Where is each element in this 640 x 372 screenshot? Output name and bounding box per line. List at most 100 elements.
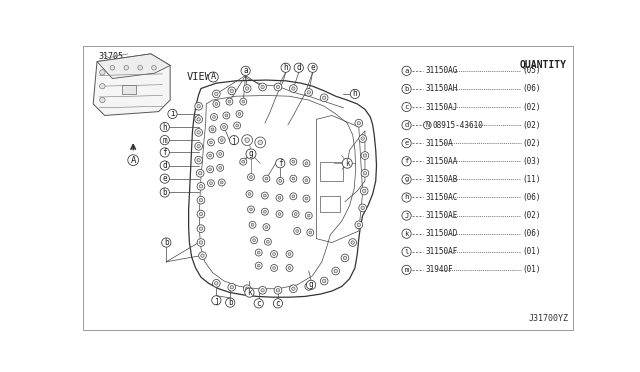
Circle shape bbox=[242, 160, 244, 163]
Circle shape bbox=[402, 265, 411, 275]
Circle shape bbox=[100, 97, 105, 103]
Circle shape bbox=[100, 84, 105, 89]
Circle shape bbox=[261, 208, 268, 215]
Text: f: f bbox=[163, 148, 167, 157]
Text: c: c bbox=[404, 104, 409, 110]
Circle shape bbox=[212, 90, 220, 98]
Text: J: J bbox=[404, 212, 409, 219]
Polygon shape bbox=[93, 54, 170, 115]
Text: N: N bbox=[426, 122, 429, 128]
Circle shape bbox=[257, 251, 260, 254]
Circle shape bbox=[332, 267, 340, 275]
Circle shape bbox=[160, 135, 170, 145]
Circle shape bbox=[197, 131, 200, 134]
Circle shape bbox=[294, 63, 303, 73]
Text: 31705: 31705 bbox=[99, 52, 124, 61]
Circle shape bbox=[160, 148, 170, 157]
Text: 31940F: 31940F bbox=[426, 265, 454, 275]
Circle shape bbox=[274, 286, 282, 294]
Circle shape bbox=[248, 193, 251, 195]
Circle shape bbox=[209, 141, 212, 144]
Circle shape bbox=[201, 254, 204, 257]
Circle shape bbox=[294, 228, 301, 234]
Circle shape bbox=[218, 137, 225, 144]
Circle shape bbox=[248, 206, 255, 213]
Circle shape bbox=[207, 180, 214, 187]
Text: h: h bbox=[353, 89, 357, 99]
Circle shape bbox=[242, 100, 244, 103]
Text: j: j bbox=[232, 136, 236, 145]
Circle shape bbox=[218, 179, 225, 186]
Circle shape bbox=[246, 190, 253, 198]
Circle shape bbox=[292, 195, 295, 198]
Circle shape bbox=[273, 299, 283, 308]
Circle shape bbox=[402, 247, 411, 256]
Circle shape bbox=[160, 188, 170, 197]
Circle shape bbox=[225, 298, 235, 307]
Circle shape bbox=[197, 225, 205, 232]
Polygon shape bbox=[189, 80, 376, 297]
Circle shape bbox=[211, 113, 218, 121]
Circle shape bbox=[286, 264, 293, 272]
Circle shape bbox=[197, 196, 205, 204]
Circle shape bbox=[245, 138, 250, 142]
Text: k: k bbox=[345, 159, 349, 168]
Circle shape bbox=[138, 65, 143, 70]
Text: b: b bbox=[163, 188, 167, 197]
Circle shape bbox=[357, 122, 360, 125]
Circle shape bbox=[251, 224, 254, 226]
Text: 31150AC: 31150AC bbox=[426, 193, 458, 202]
Text: (02): (02) bbox=[523, 211, 541, 220]
Circle shape bbox=[110, 65, 115, 70]
Circle shape bbox=[273, 253, 275, 256]
Circle shape bbox=[288, 253, 291, 256]
Circle shape bbox=[281, 63, 291, 73]
Circle shape bbox=[276, 85, 280, 89]
Text: e: e bbox=[163, 174, 167, 183]
Circle shape bbox=[402, 84, 411, 93]
Circle shape bbox=[343, 256, 347, 260]
Text: m: m bbox=[163, 136, 167, 145]
Circle shape bbox=[220, 139, 223, 141]
Text: A: A bbox=[131, 155, 136, 165]
Circle shape bbox=[168, 109, 177, 119]
Circle shape bbox=[199, 185, 203, 188]
Text: (01): (01) bbox=[523, 265, 541, 275]
Circle shape bbox=[195, 115, 202, 123]
Circle shape bbox=[264, 210, 266, 213]
Circle shape bbox=[246, 149, 256, 159]
Circle shape bbox=[250, 208, 252, 211]
Circle shape bbox=[305, 283, 312, 290]
Text: (01): (01) bbox=[523, 247, 541, 256]
Bar bbox=[320, 162, 344, 181]
Circle shape bbox=[296, 230, 299, 232]
Circle shape bbox=[212, 116, 216, 118]
Circle shape bbox=[323, 279, 326, 283]
Circle shape bbox=[240, 158, 247, 165]
Circle shape bbox=[209, 126, 216, 133]
Circle shape bbox=[257, 264, 260, 267]
Circle shape bbox=[362, 189, 366, 193]
Text: d: d bbox=[404, 122, 409, 128]
Circle shape bbox=[241, 66, 250, 76]
Text: 31150AG: 31150AG bbox=[426, 66, 458, 75]
Circle shape bbox=[195, 129, 202, 136]
Circle shape bbox=[255, 262, 262, 269]
Text: A: A bbox=[211, 73, 216, 81]
Circle shape bbox=[292, 177, 295, 180]
Circle shape bbox=[359, 204, 367, 212]
Circle shape bbox=[350, 89, 360, 99]
Circle shape bbox=[259, 83, 266, 91]
Circle shape bbox=[351, 241, 355, 244]
Circle shape bbox=[292, 287, 295, 291]
Text: 31150AH: 31150AH bbox=[426, 84, 458, 93]
Circle shape bbox=[307, 229, 314, 236]
Bar bbox=[320, 196, 340, 212]
Circle shape bbox=[249, 221, 256, 228]
Circle shape bbox=[402, 175, 411, 184]
Circle shape bbox=[230, 89, 234, 93]
Circle shape bbox=[213, 100, 220, 108]
Text: g: g bbox=[404, 176, 409, 182]
Text: a: a bbox=[243, 66, 248, 75]
Circle shape bbox=[294, 213, 297, 215]
